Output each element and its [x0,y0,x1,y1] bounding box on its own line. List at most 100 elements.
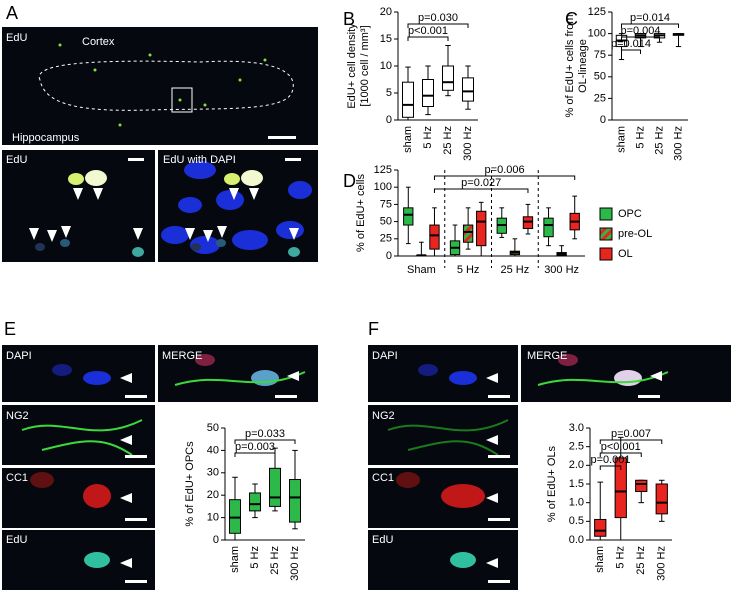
cell [216,190,244,210]
arrowhead [203,230,213,242]
cell [216,239,226,247]
micrograph [2,27,318,145]
x-tick-label: 5 Hz [249,546,261,569]
y-axis-label: % of EdU+ OLs [546,445,558,522]
box [402,81,414,118]
arrowhead [47,230,57,242]
y-tick-label: 0 [386,250,392,262]
box [442,65,454,91]
p-value: p<0.001 [408,25,448,37]
y-tick-label: 75 [594,49,606,61]
x-tick-label: 300 Hz [656,546,668,581]
box [429,224,440,250]
box [522,216,534,229]
y-axis-label: % of EdU+ cells from [564,14,576,117]
arrowhead [29,228,39,240]
y-tick-label: 125 [374,164,392,176]
cell [68,173,84,185]
y-tick-label: 30 [207,467,219,479]
scale-bar [128,158,144,161]
y-tick-label: 3.0 [569,422,584,434]
y-tick-label: 25 [380,233,392,245]
image-label: NG2 [6,410,29,422]
cell [118,123,122,127]
box [655,483,668,515]
y-tick-label: 100 [374,181,392,193]
arrowhead [73,188,83,200]
y-tick-label: 40 [207,444,219,456]
image-label: NG2 [372,410,395,422]
arrowhead [289,228,299,240]
cell [52,364,72,376]
scale-bar [268,136,296,139]
arrowhead [120,558,132,568]
scale-bar [638,395,660,398]
y-tick-label: 10 [207,512,219,524]
x-tick-label: 25 Hz [442,126,454,155]
significance-bracket [599,452,642,457]
y-tick-label: 20 [207,489,219,501]
image-label: Cortex [82,36,115,48]
p-value: p=0.007 [611,428,651,440]
scale-bar [275,395,297,398]
significance-bracket [407,36,449,41]
y-tick-label: 50 [207,422,219,434]
box [269,467,281,507]
arrowhead [120,373,132,383]
p-value: p<0.001 [601,441,641,453]
p-value: p=0.003 [235,441,275,453]
cell [396,472,420,488]
p-value: p=0.030 [418,12,458,24]
chart: 0 25 50 75 100 125 % of EdU+ cells from OL-line… [564,6,688,161]
box [476,210,487,247]
y-tick-label: 0.0 [569,534,584,546]
scale-bar [488,395,510,398]
x-tick-label: 25 Hz [501,264,530,276]
cell [203,103,207,107]
y-tick-label: 100 [588,28,606,40]
panel-label: D [343,171,356,191]
image-label: CC1 [6,472,28,484]
arrowhead [229,188,239,200]
y-tick-label: 2.0 [569,459,584,471]
image-label: EdU [6,32,27,44]
image-label: EdU [372,534,393,546]
cell [251,370,279,386]
image-label: CC1 [372,472,394,484]
panel-label: F [368,319,379,339]
p-value: p=0.004 [620,25,660,37]
y-tick-label: 0 [213,534,219,546]
micrograph [158,345,318,402]
significance-bracket [621,36,660,41]
significance-bracket [234,439,296,444]
box [614,457,627,519]
cell [418,364,438,376]
legend-swatch [599,207,613,221]
y-tick-label: 125 [588,6,606,18]
y-tick-label: 2.5 [569,441,584,453]
scale-bar [488,580,510,583]
cell [441,484,485,508]
box [289,479,301,523]
significance-bracket [621,23,679,28]
box [229,499,241,534]
arrowhead [185,228,195,240]
image-label: Hippocampus [12,132,80,144]
y-axis-label: EdU+ cell density [346,23,358,109]
cell [263,58,267,62]
y-tick-label: 50 [380,216,392,228]
x-tick-label: 300 Hz [672,126,684,161]
legend-label: pre-OL [618,228,652,240]
box [594,518,607,537]
p-value: p=0.014 [611,38,651,50]
process [537,371,669,386]
p-value: p=0.014 [630,12,670,24]
cell [84,552,110,568]
scale-bar [125,395,147,398]
image-label: DAPI [6,350,32,362]
arrowhead [486,558,498,568]
significance-bracket [433,188,529,193]
y-axis-label: % of EdU+ OPCs [184,441,196,527]
box [462,77,474,102]
cell [178,98,182,102]
